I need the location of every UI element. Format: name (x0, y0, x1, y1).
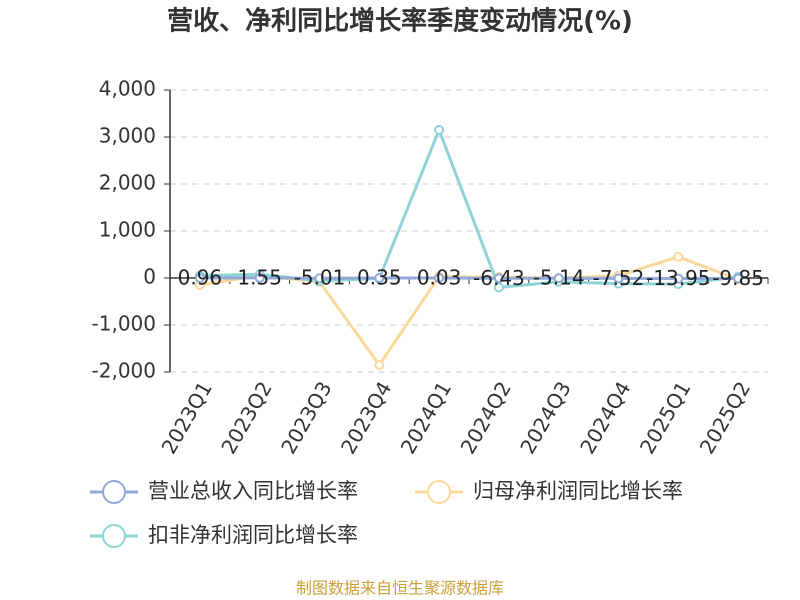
data-point (434, 124, 445, 135)
y-tick-label: -2,000 (92, 359, 156, 383)
x-tick-label: 2024Q1 (396, 377, 456, 458)
data-label: -13.95 (646, 266, 710, 290)
legend-label: 归母净利润同比增长率 (473, 479, 683, 503)
data-label: 0.03 (417, 265, 462, 289)
data-point (553, 273, 564, 284)
legend-label: 营业总收入同比增长率 (148, 479, 358, 503)
data-label: 1.55 (237, 265, 282, 289)
data-point (374, 272, 385, 283)
y-tick-label: 1,000 (99, 218, 156, 242)
y-tick-label: 4,000 (99, 77, 156, 101)
x-tick-label: 2023Q1 (157, 377, 217, 458)
data-point (673, 251, 684, 262)
legend-item: 归母净利润同比增长率 (415, 479, 683, 504)
legend-item: 营业总收入同比增长率 (90, 479, 358, 504)
legend-marker (102, 524, 126, 548)
data-label: -6.43 (473, 266, 525, 290)
data-point (493, 273, 504, 284)
legend-item: 扣非净利润同比增长率 (90, 523, 358, 548)
data-point (673, 273, 684, 284)
legend-marker (102, 480, 126, 504)
data-point (613, 273, 624, 284)
data-label: -5.01 (294, 266, 346, 290)
y-tick-label: 0 (143, 265, 156, 289)
x-tick-label: 2024Q2 (456, 377, 516, 458)
x-tick-label: 2024Q4 (575, 377, 635, 458)
data-label: -5.14 (533, 266, 585, 290)
x-tick-label: 2025Q2 (695, 377, 755, 458)
legend-marker (427, 480, 451, 504)
x-tick-label: 2023Q2 (216, 377, 276, 458)
y-tick-label: 2,000 (99, 171, 156, 195)
data-point (374, 359, 385, 370)
data-point (314, 273, 325, 284)
x-tick-label: 2023Q3 (276, 377, 336, 458)
data-point (194, 272, 205, 283)
x-tick-label: 2024Q3 (515, 377, 575, 458)
source-note: 制图数据来自恒生聚源数据库 (296, 579, 504, 598)
x-tick-label: 2025Q1 (635, 377, 695, 458)
data-point (493, 282, 504, 293)
chart-title: 营收、净利同比增长率季度变动情况(%) (167, 6, 633, 37)
data-point (434, 272, 445, 283)
y-tick-label: -1,000 (92, 312, 156, 336)
data-point (254, 272, 265, 283)
data-point (733, 273, 744, 284)
legend-label: 扣非净利润同比增长率 (148, 523, 358, 547)
data-label: -7.52 (593, 266, 645, 290)
data-label: 0.96 (178, 265, 223, 289)
x-tick-label: 2023Q4 (336, 377, 396, 458)
data-label: -9.85 (712, 266, 764, 290)
series-line (199, 276, 739, 281)
data-label: 0.35 (357, 265, 402, 289)
y-tick-label: 3,000 (99, 124, 156, 148)
